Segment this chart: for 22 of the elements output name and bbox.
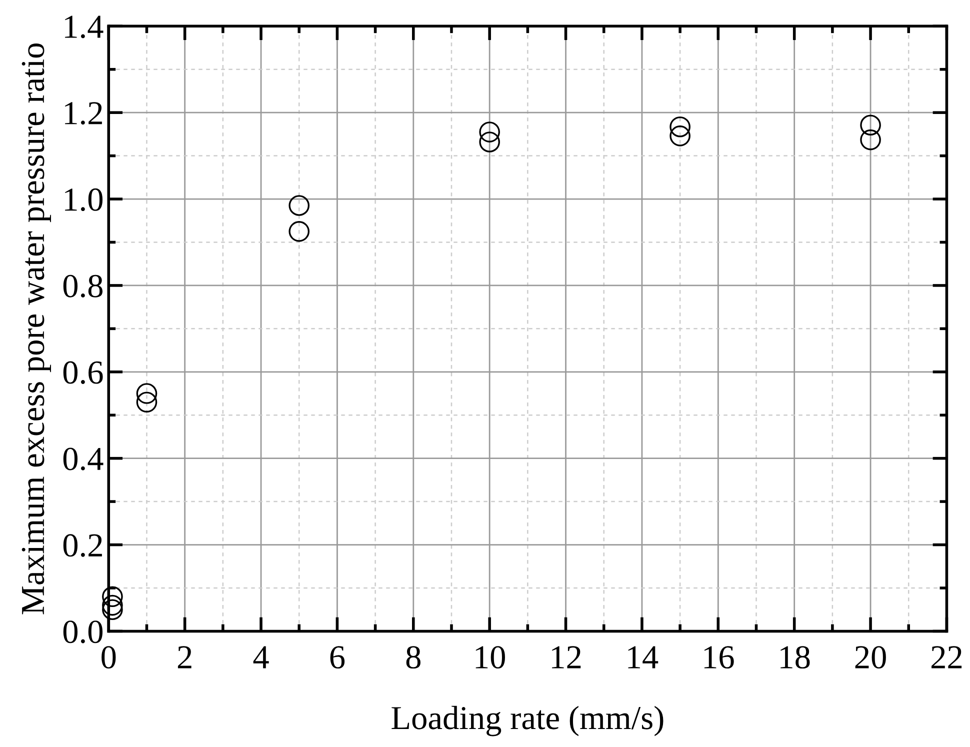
x-tick-label: 12	[552, 646, 581, 668]
y-tick-label: 1.2	[65, 102, 102, 125]
y-axis-title: Maximum excess pore water pressure ratio	[22, 43, 51, 614]
y-tick-label: 1.4	[65, 16, 104, 38]
x-axis-title: Loading rate (mm/s)	[392, 706, 664, 736]
y-tick-label: 0.2	[63, 534, 102, 557]
x-tick-label: 6	[330, 646, 345, 669]
y-tick-label: 0.6	[63, 361, 103, 384]
x-tick-label: 4	[253, 646, 269, 668]
x-tick-label: 10	[476, 646, 505, 669]
x-tick-label: 14	[628, 646, 658, 668]
x-tick-label: 22	[932, 646, 962, 668]
y-tick-label: 0.8	[63, 274, 103, 298]
y-tick-label: 1.0	[65, 188, 103, 212]
y-tick-label: 0.4	[63, 448, 104, 470]
y-tick-label: 0.0	[63, 620, 103, 644]
x-tick-label: 8	[406, 646, 420, 669]
x-tick-label: 0	[102, 646, 116, 669]
x-tick-label: 16	[704, 646, 734, 669]
x-tick-label: 20	[855, 646, 886, 669]
x-tick-label: 2	[178, 646, 192, 668]
x-tick-label: 18	[780, 646, 810, 669]
